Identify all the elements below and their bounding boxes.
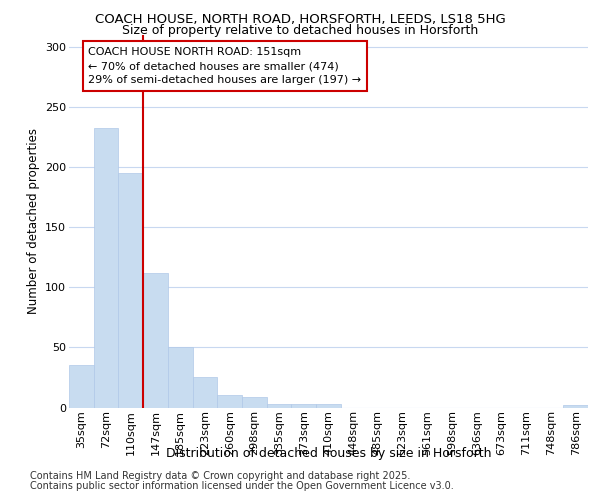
- Text: COACH HOUSE NORTH ROAD: 151sqm
← 70% of detached houses are smaller (474)
29% of: COACH HOUSE NORTH ROAD: 151sqm ← 70% of …: [88, 47, 361, 85]
- Bar: [143, 273, 168, 407]
- Text: Contains HM Land Registry data © Crown copyright and database right 2025.: Contains HM Land Registry data © Crown c…: [30, 471, 410, 481]
- Bar: [292, 404, 316, 407]
- Bar: [193, 378, 217, 408]
- Y-axis label: Number of detached properties: Number of detached properties: [26, 128, 40, 314]
- Bar: [118, 173, 143, 408]
- Text: Contains public sector information licensed under the Open Government Licence v3: Contains public sector information licen…: [30, 481, 454, 491]
- Bar: [316, 404, 341, 407]
- Bar: [217, 396, 242, 407]
- Bar: [94, 128, 118, 407]
- Bar: [267, 404, 292, 407]
- Bar: [563, 405, 588, 407]
- Text: Distribution of detached houses by size in Horsforth: Distribution of detached houses by size …: [166, 448, 491, 460]
- Bar: [242, 396, 267, 407]
- Bar: [168, 348, 193, 408]
- Bar: [69, 366, 94, 408]
- Text: Size of property relative to detached houses in Horsforth: Size of property relative to detached ho…: [122, 24, 478, 37]
- Text: COACH HOUSE, NORTH ROAD, HORSFORTH, LEEDS, LS18 5HG: COACH HOUSE, NORTH ROAD, HORSFORTH, LEED…: [95, 12, 505, 26]
